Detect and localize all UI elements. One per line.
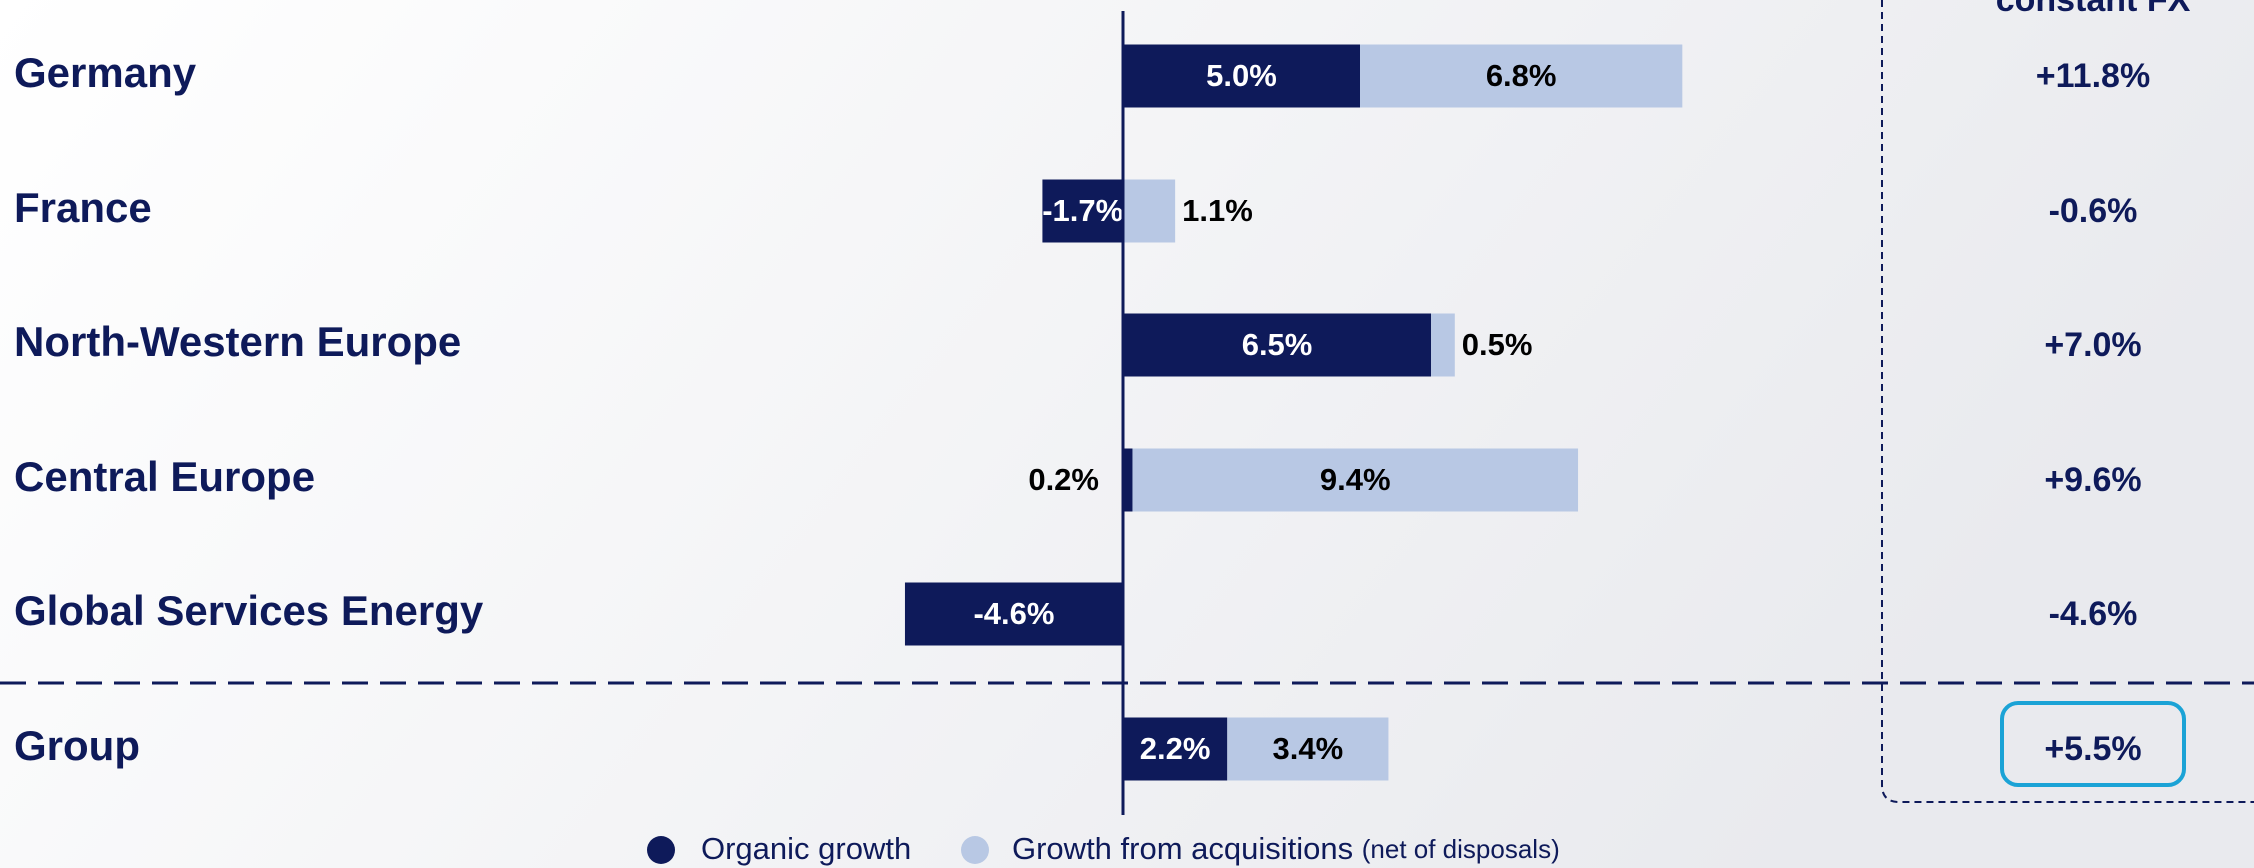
category-label: North-Western Europe <box>14 318 461 365</box>
bar <box>1431 313 1455 377</box>
category-label: Group <box>14 722 140 769</box>
category-label: France <box>14 184 152 231</box>
legend-swatch <box>647 836 675 864</box>
group-highlight <box>2000 701 2186 787</box>
bar <box>904 582 1123 646</box>
legend-note: (net of disposals) <box>1362 834 1560 864</box>
category-label: Germany <box>14 49 197 96</box>
legend-name: Growth from acquisitions <box>1012 831 1353 866</box>
bar <box>1123 717 1228 781</box>
bar <box>1360 44 1683 108</box>
value-label: 5.0% <box>1206 58 1277 93</box>
total-label: -4.6% <box>2049 595 2138 633</box>
category-label: Global Services Energy <box>14 587 484 634</box>
value-label: 9.4% <box>1320 462 1391 497</box>
total-label: +9.6% <box>2044 461 2141 499</box>
value-label: 6.8% <box>1486 58 1557 93</box>
value-label: -1.7% <box>1042 193 1123 228</box>
value-label: 2.2% <box>1140 731 1211 766</box>
total-label: +7.0% <box>2044 326 2141 364</box>
total-label: +11.8% <box>2036 57 2150 95</box>
legend-label: Growth from acquisitions (net of disposa… <box>1012 831 1560 866</box>
column-header: constant FX <box>1996 0 2191 19</box>
value-label: 1.1% <box>1182 193 1253 228</box>
total-label: +5.5% <box>2044 730 2141 768</box>
bar <box>1123 448 1133 512</box>
total-column-frame <box>1881 0 2254 803</box>
bar <box>1123 179 1176 243</box>
legend: Organic growth Growth from acquisitions … <box>647 831 1560 866</box>
bar <box>1132 448 1579 512</box>
bar <box>1227 717 1389 781</box>
bar <box>1123 44 1360 108</box>
bar <box>1042 179 1123 243</box>
total-label: -0.6% <box>2049 192 2138 230</box>
value-label: 0.5% <box>1462 327 1533 362</box>
bar <box>1123 313 1432 377</box>
legend-label: Organic growth <box>701 831 911 866</box>
value-label: 6.5% <box>1242 327 1313 362</box>
value-label: 3.4% <box>1273 731 1344 766</box>
legend-swatch <box>961 836 989 864</box>
category-label: Central Europe <box>14 453 315 500</box>
value-label: 0.2% <box>1028 462 1099 497</box>
value-label: -4.6% <box>973 596 1054 631</box>
